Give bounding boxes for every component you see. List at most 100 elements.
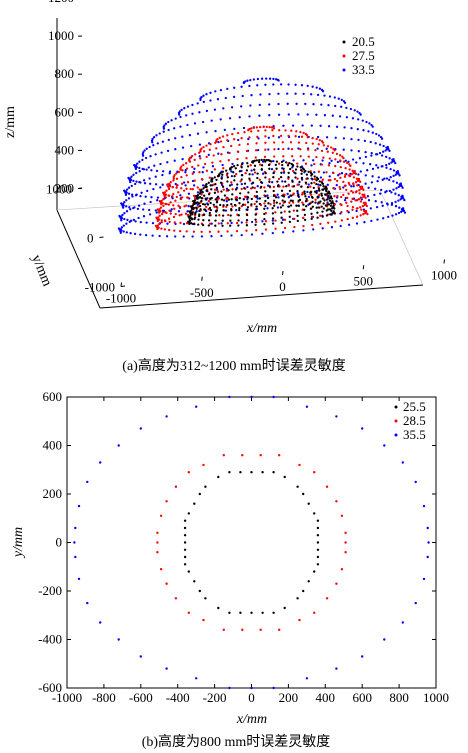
a-point-20.5 [300,172,303,175]
a-point-33.5 [124,193,128,197]
a-point-33.5 [133,232,137,236]
a-point-27.5 [225,205,228,208]
a-point-33.5 [362,129,365,132]
a-point-20.5 [250,203,253,206]
a-point-33.5 [374,200,377,203]
a-point-20.5 [233,174,236,178]
a-point-33.5 [184,169,187,172]
a-point-33.5 [388,149,391,153]
a-point-20.5 [255,200,258,203]
a-point-20.5 [226,176,229,179]
b-x-tick-label: 400 [316,690,336,705]
a-point-20.5 [287,176,290,179]
a-point-27.5 [278,202,282,205]
a-point-27.5 [216,190,220,193]
a-point-27.5 [175,184,179,187]
a-point-27.5 [164,193,168,196]
a-point-27.5 [177,204,180,207]
a-point-20.5 [309,207,313,210]
a-point-33.5 [129,178,133,182]
a-point-33.5 [277,147,280,151]
a-point-27.5 [311,142,314,145]
a-point-27.5 [173,221,176,224]
a-point-33.5 [381,178,384,181]
a-point-20.5 [193,199,197,202]
a-point-33.5 [375,205,379,209]
a-point-33.5 [224,96,227,100]
a-point-33.5 [127,186,131,189]
a-point-33.5 [330,159,333,162]
a-point-27.5 [274,219,277,222]
a-point-33.5 [225,200,228,203]
a-point-20.5 [214,224,217,227]
a-point-27.5 [165,211,168,215]
a-point-33.5 [378,143,382,146]
a-point-33.5 [135,180,138,183]
a-point-33.5 [164,122,168,125]
a-point-20.5 [190,222,193,225]
a-point-20.5 [282,167,285,170]
a-point-27.5 [315,155,318,159]
a-point-20.5 [285,161,288,164]
a-point-33.5 [379,192,382,195]
a-point-33.5 [342,137,346,140]
a-point-33.5 [219,118,222,121]
a-point-33.5 [143,149,146,152]
b-point-25.5 [198,589,201,593]
a-point-20.5 [207,193,211,196]
a-point-33.5 [302,159,305,162]
a-point-27.5 [200,193,203,196]
a-point-33.5 [318,87,322,90]
a-point-33.5 [155,134,158,137]
b-point-35.5 [165,667,168,670]
a-point-33.5 [200,235,204,238]
a-point-27.5 [315,137,318,141]
a-point-33.5 [174,235,177,238]
a-point-33.5 [402,209,406,213]
b-point-25.5 [217,606,220,610]
a-point-33.5 [375,164,378,167]
a-point-20.5 [303,213,307,217]
a-x-ticks: -1000 -500 0 500 1000 [106,259,457,306]
a-point-20.5 [275,167,278,170]
a-point-33.5 [380,154,384,157]
b-point-28.5 [313,611,316,614]
b-point-25.5 [183,534,187,537]
a-point-33.5 [127,176,130,180]
a-point-33.5 [331,114,334,117]
a-point-20.5 [322,202,325,205]
a-point-27.5 [336,179,339,183]
a-point-27.5 [327,164,331,167]
a-point-27.5 [351,205,355,209]
a-point-27.5 [327,221,330,224]
a-point-33.5 [394,173,397,176]
b-point-28.5 [165,582,168,585]
b-point-28.5 [298,463,301,467]
a-point-33.5 [388,189,391,193]
a-point-20.5 [226,180,229,183]
a-point-33.5 [334,104,337,108]
a-point-33.5 [384,149,387,152]
a-point-27.5 [299,130,302,134]
a-point-27.5 [282,155,285,158]
a-point-27.5 [366,212,369,216]
a-point-33.5 [177,210,181,213]
a-point-20.5 [235,188,238,191]
b-point-28.5 [241,454,244,457]
a-point-20.5 [276,185,280,188]
a-point-20.5 [300,168,303,172]
a-point-33.5 [247,137,250,141]
a-point-33.5 [170,208,173,211]
a-point-27.5 [178,214,181,217]
a-point-33.5 [142,179,146,182]
a-point-33.5 [268,103,271,106]
a-point-20.5 [273,204,276,207]
a-point-27.5 [362,201,365,205]
a-point-20.5 [264,172,267,175]
b-point-35.5 [77,504,81,508]
a-point-20.5 [291,199,294,202]
a-point-33.5 [340,98,343,102]
b-point-35.5 [250,395,253,399]
a-point-27.5 [156,208,159,211]
a-point-20.5 [281,163,284,167]
